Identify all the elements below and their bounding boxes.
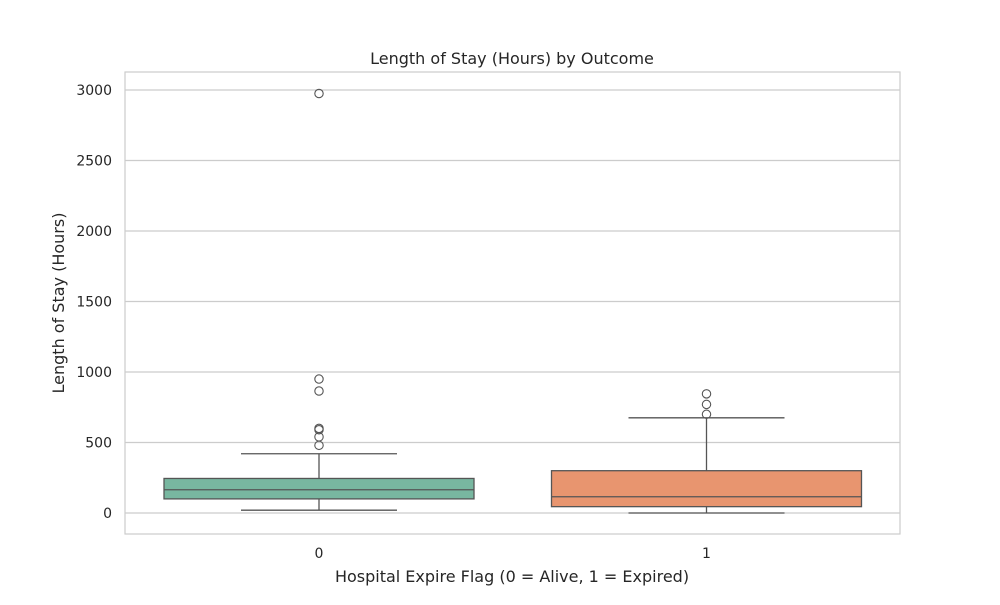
- y-axis-label: Length of Stay (Hours): [49, 213, 68, 394]
- box-group-0: [163, 88, 475, 511]
- x-axis-label: Hospital Expire Flag (0 = Alive, 1 = Exp…: [335, 567, 689, 586]
- y-tick-label: 1500: [76, 295, 112, 311]
- outlier-point: [314, 423, 324, 434]
- tick-labels: 0 500 1000 1500 2000 2500 3000 0 1: [76, 83, 711, 562]
- outlier-point: [314, 374, 324, 384]
- box-group-1: [550, 389, 863, 514]
- outlier-point: [314, 386, 324, 396]
- outlier-point: [314, 88, 324, 99]
- y-tick-label: 1000: [76, 365, 112, 381]
- chart-title: Length of Stay (Hours) by Outcome: [370, 49, 654, 68]
- plot-frame: [124, 71, 901, 535]
- outlier-point: [701, 389, 712, 399]
- box-iqr: [550, 470, 863, 508]
- boxes: [163, 88, 863, 514]
- y-tick-label: 3000: [76, 83, 112, 99]
- outlier-point: [701, 399, 712, 410]
- y-tick-label: 2000: [76, 224, 112, 240]
- y-tick-label: 0: [103, 506, 112, 522]
- box-iqr: [163, 477, 475, 500]
- y-tick-label: 500: [85, 436, 112, 452]
- x-tick-label: 0: [315, 546, 324, 562]
- outlier-point: [701, 409, 712, 420]
- grid-lines: [125, 89, 900, 514]
- y-tick-label: 2500: [76, 154, 112, 170]
- x-tick-label: 1: [702, 546, 711, 562]
